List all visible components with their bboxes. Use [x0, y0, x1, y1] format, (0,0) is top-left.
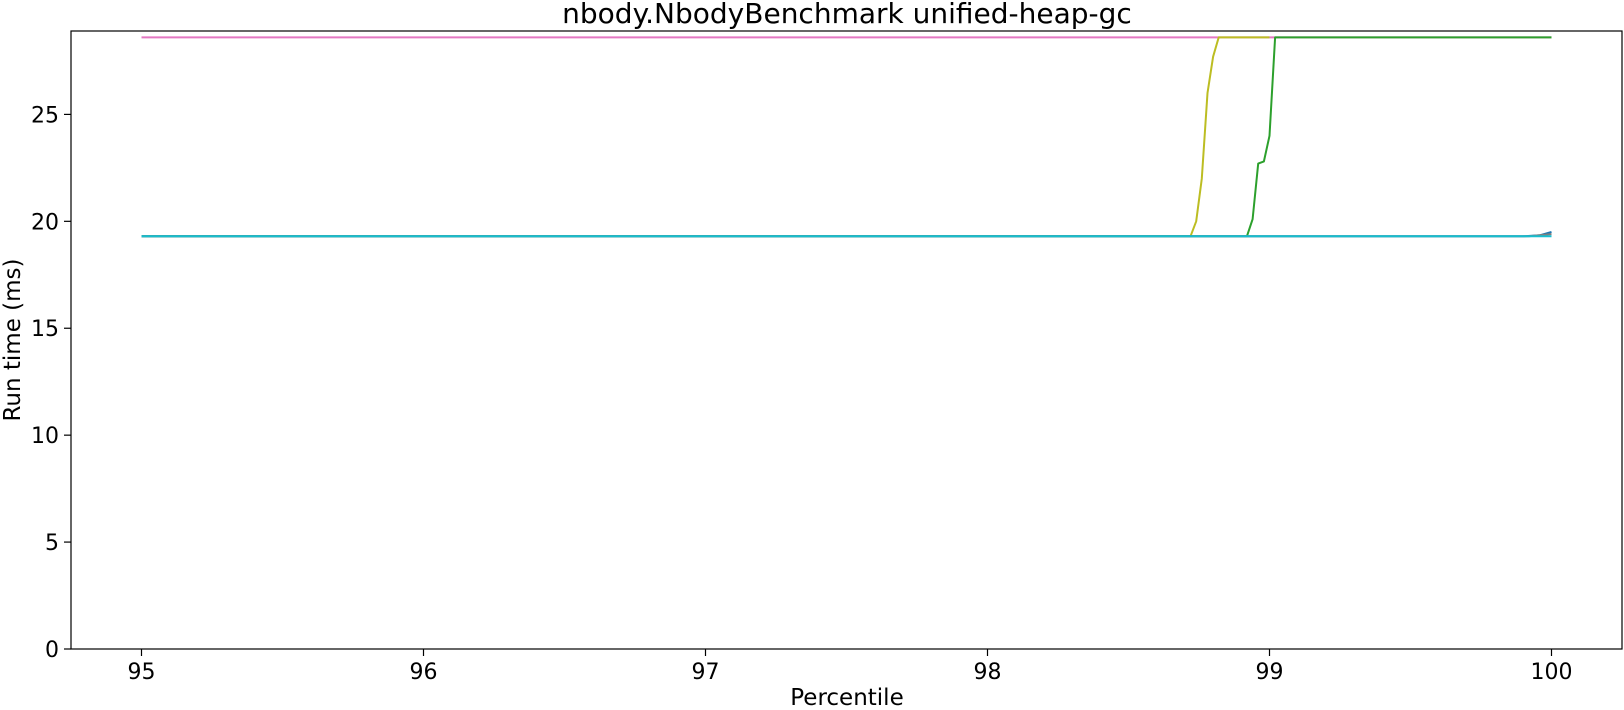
chart-title: nbody.NbodyBenchmark unified-heap-gc: [562, 0, 1132, 30]
x-axis-label: Percentile: [790, 685, 903, 710]
y-tick-label: 25: [31, 103, 59, 128]
y-tick-label: 15: [31, 317, 59, 342]
y-tick-label: 5: [45, 531, 59, 556]
y-tick-label: 10: [31, 424, 59, 449]
y-axis-label: Run time (ms): [0, 258, 26, 421]
y-tick-label: 0: [45, 638, 59, 663]
x-tick-label: 98: [974, 660, 1002, 685]
x-tick-label: 96: [410, 660, 438, 685]
series-layer: [141, 36, 1552, 238]
x-tick-label: 99: [1256, 660, 1284, 685]
y-tick-label: 20: [31, 210, 59, 235]
series-line-3: [141, 36, 1552, 238]
series-line-2: [141, 36, 1270, 238]
plot-frame: [70, 30, 1623, 650]
x-tick-label: 95: [128, 660, 156, 685]
x-tick-label: 97: [692, 660, 720, 685]
x-tick-label: 100: [1531, 660, 1573, 685]
ticks-layer: 95 96 97 98 99 100 0 5 10 15 20 25: [31, 103, 1573, 685]
